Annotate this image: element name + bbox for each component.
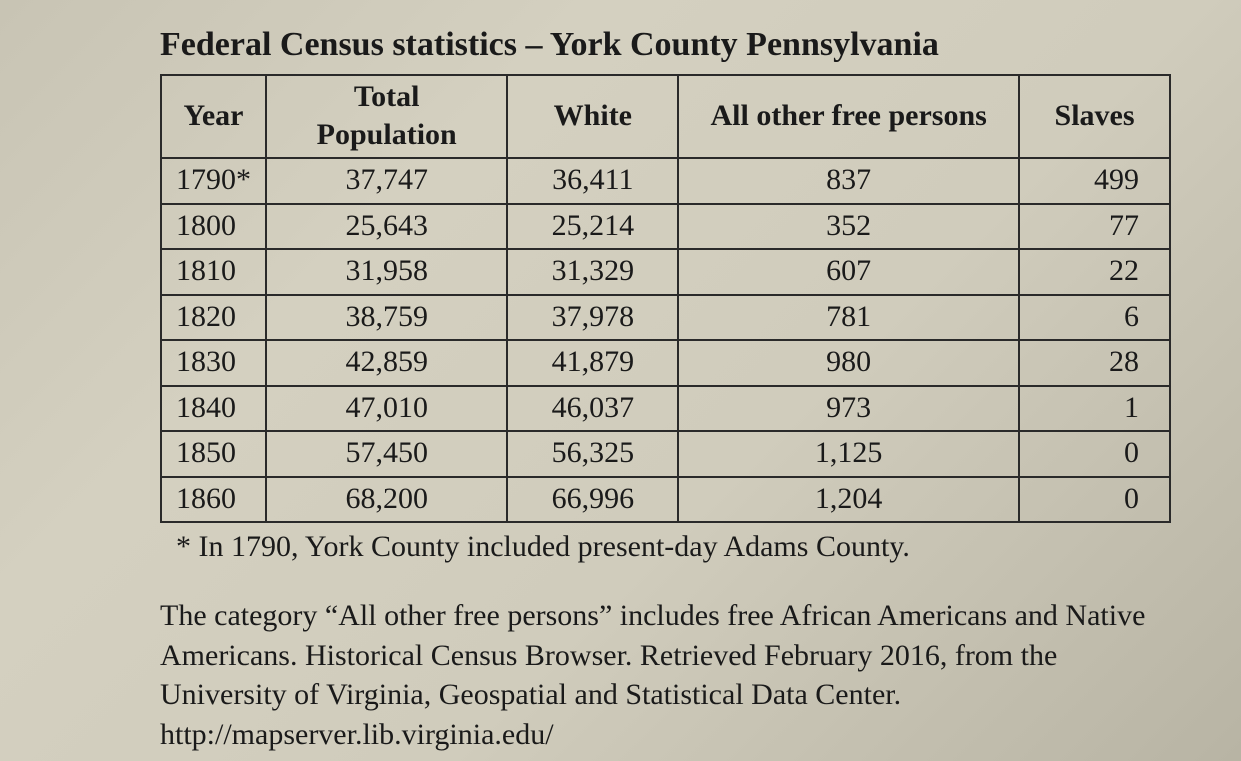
cell-total: 47,010: [266, 386, 507, 432]
table-row: 1790* 37,747 36,411 837 499: [161, 158, 1170, 204]
cell-free: 980: [678, 340, 1019, 386]
table-row: 1810 31,958 31,329 607 22: [161, 249, 1170, 295]
page-title: Federal Census statistics – York County …: [160, 26, 1171, 64]
cell-white: 46,037: [507, 386, 678, 432]
cell-slaves: 0: [1019, 431, 1170, 477]
col-header-total: Total Population: [266, 75, 507, 158]
cell-white: 31,329: [507, 249, 678, 295]
cell-free: 607: [678, 249, 1019, 295]
cell-white: 37,978: [507, 295, 678, 341]
cell-free: 1,204: [678, 477, 1019, 523]
cell-total: 25,643: [266, 204, 507, 250]
cell-slaves: 28: [1019, 340, 1170, 386]
table-row: 1800 25,643 25,214 352 77: [161, 204, 1170, 250]
cell-slaves: 77: [1019, 204, 1170, 250]
cell-white: 41,879: [507, 340, 678, 386]
cell-total: 68,200: [266, 477, 507, 523]
cell-year: 1810: [161, 249, 266, 295]
table-row: 1860 68,200 66,996 1,204 0: [161, 477, 1170, 523]
cell-free: 1,125: [678, 431, 1019, 477]
cell-slaves: 22: [1019, 249, 1170, 295]
cell-total: 42,859: [266, 340, 507, 386]
cell-white: 36,411: [507, 158, 678, 204]
cell-slaves: 0: [1019, 477, 1170, 523]
cell-white: 66,996: [507, 477, 678, 523]
table-footnote: * In 1790, York County included present-…: [176, 527, 1171, 566]
cell-total: 31,958: [266, 249, 507, 295]
cell-slaves: 499: [1019, 158, 1170, 204]
cell-year: 1830: [161, 340, 266, 386]
cell-free: 781: [678, 295, 1019, 341]
cell-year: 1790*: [161, 158, 266, 204]
cell-slaves: 6: [1019, 295, 1170, 341]
cell-total: 57,450: [266, 431, 507, 477]
cell-total: 38,759: [266, 295, 507, 341]
cell-white: 25,214: [507, 204, 678, 250]
col-header-white: White: [507, 75, 678, 158]
table-header-row: Year Total Population White All other fr…: [161, 75, 1170, 158]
cell-year: 1850: [161, 431, 266, 477]
table-row: 1850 57,450 56,325 1,125 0: [161, 431, 1170, 477]
table-row: 1830 42,859 41,879 980 28: [161, 340, 1170, 386]
cell-free: 837: [678, 158, 1019, 204]
cell-total: 37,747: [266, 158, 507, 204]
source-paragraph: The category “All other free persons” in…: [160, 596, 1171, 754]
cell-year: 1820: [161, 295, 266, 341]
cell-year: 1800: [161, 204, 266, 250]
cell-slaves: 1: [1019, 386, 1170, 432]
col-header-year: Year: [161, 75, 266, 158]
cell-year: 1840: [161, 386, 266, 432]
cell-white: 56,325: [507, 431, 678, 477]
col-header-free: All other free persons: [678, 75, 1019, 158]
table-row: 1820 38,759 37,978 781 6: [161, 295, 1170, 341]
census-table: Year Total Population White All other fr…: [160, 74, 1171, 523]
col-header-slaves: Slaves: [1019, 75, 1170, 158]
cell-free: 352: [678, 204, 1019, 250]
cell-year: 1860: [161, 477, 266, 523]
table-row: 1840 47,010 46,037 973 1: [161, 386, 1170, 432]
cell-free: 973: [678, 386, 1019, 432]
